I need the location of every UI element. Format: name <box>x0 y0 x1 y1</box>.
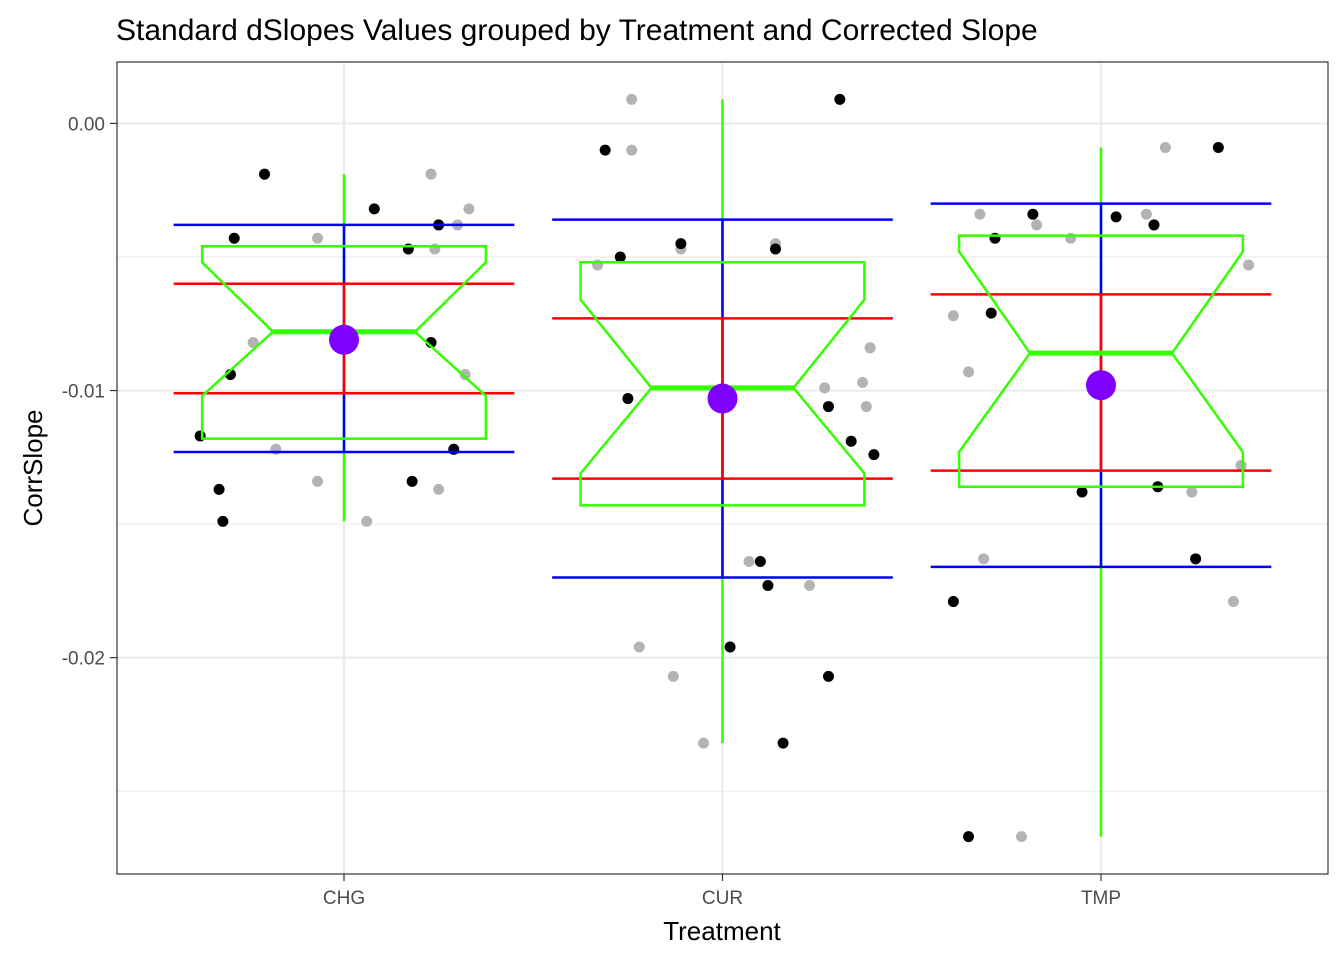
data-point <box>1110 211 1122 223</box>
y-tick-label: -0.02 <box>62 649 105 670</box>
y-tick-label: 0.00 <box>68 114 105 135</box>
mean-marker <box>329 324 359 355</box>
data-point-secondary <box>361 515 373 527</box>
data-point <box>868 449 880 461</box>
data-point-secondary <box>1243 259 1255 271</box>
data-point-secondary <box>947 310 959 322</box>
x-tick-label: TMP <box>1081 888 1121 909</box>
x-tick-label: CUR <box>702 888 743 909</box>
data-point <box>769 243 781 255</box>
data-point-secondary <box>247 336 259 348</box>
data-point <box>1190 553 1202 565</box>
data-point <box>834 93 846 105</box>
data-point <box>762 580 774 592</box>
notched-box <box>579 261 866 507</box>
data-point-secondary <box>743 555 755 567</box>
data-point-secondary <box>819 382 831 394</box>
data-point <box>1027 208 1039 220</box>
data-point <box>724 641 736 653</box>
data-point-secondary <box>860 401 872 413</box>
mean-marker <box>1086 370 1116 401</box>
data-point-secondary <box>626 144 638 156</box>
data-point-secondary <box>1031 219 1043 231</box>
data-point-secondary <box>459 369 471 381</box>
data-point-secondary <box>312 232 324 244</box>
data-point <box>845 435 857 447</box>
x-tick-label: CHG <box>323 888 365 909</box>
data-point <box>985 307 997 319</box>
data-point-secondary <box>1235 459 1247 471</box>
data-point-secondary <box>1159 141 1171 153</box>
data-point-secondary <box>425 168 437 180</box>
data-point <box>614 251 626 263</box>
chart-title: Standard dSlopes Values grouped by Treat… <box>116 14 1038 47</box>
data-point <box>213 483 225 495</box>
data-point-secondary <box>312 475 324 487</box>
data-point-secondary <box>667 670 679 682</box>
data-point <box>1148 219 1160 231</box>
notched-box <box>957 234 1245 488</box>
data-point-secondary <box>864 342 876 354</box>
data-point <box>777 737 789 749</box>
data-point-secondary <box>1140 208 1152 220</box>
mean-marker <box>707 383 738 414</box>
data-point <box>822 670 834 682</box>
y-axis-title: CorrSlope <box>18 409 48 526</box>
data-point <box>963 831 975 843</box>
data-point-secondary <box>974 208 986 220</box>
data-point <box>599 144 611 156</box>
data-point <box>822 401 834 413</box>
data-point <box>622 393 634 405</box>
data-point-secondary <box>1016 831 1028 843</box>
y-axis: 0.00 -0.01 -0.02 <box>62 114 117 670</box>
data-point <box>217 515 229 527</box>
x-axis-title: Treatment <box>663 916 781 946</box>
data-point <box>1212 141 1224 153</box>
data-point-secondary <box>463 203 475 215</box>
data-point <box>406 475 418 487</box>
data-point-secondary <box>804 580 816 592</box>
data-point <box>947 596 959 608</box>
data-point-secondary <box>1186 486 1198 498</box>
data-point <box>228 232 240 244</box>
data-point-secondary <box>1227 596 1239 608</box>
data-point <box>675 238 687 250</box>
data-point-secondary <box>857 377 869 389</box>
notched-box <box>200 245 488 440</box>
summary-overlays <box>173 99 1272 837</box>
data-point <box>754 555 766 567</box>
y-tick-label: -0.01 <box>62 382 105 403</box>
plot-panel <box>116 61 1329 875</box>
data-point-secondary <box>963 366 975 378</box>
data-point <box>1076 486 1088 498</box>
data-point <box>368 203 380 215</box>
data-point-secondary <box>978 553 990 565</box>
data-point-secondary <box>633 641 645 653</box>
data-point-secondary <box>626 93 638 105</box>
x-axis: CHG CUR TMP <box>323 874 1121 909</box>
data-point-secondary <box>698 737 710 749</box>
data-point-secondary <box>433 483 445 495</box>
data-point <box>259 168 271 180</box>
